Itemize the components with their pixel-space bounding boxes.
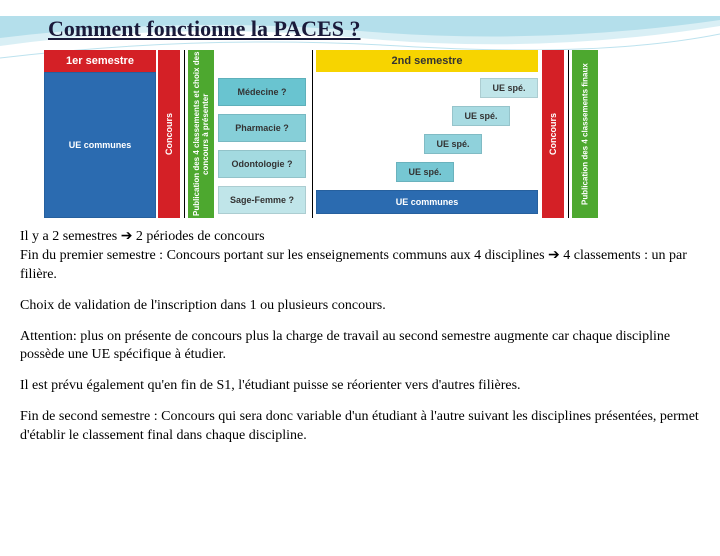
page-title: Comment fonctionne la PACES ? — [48, 16, 720, 42]
ue-spe-4: UE spé. — [480, 78, 538, 98]
filiere-pharmacie: Pharmacie ? — [218, 114, 306, 142]
divider-2 — [312, 50, 313, 218]
para-4: Il est prévu également qu'en fin de S1, … — [20, 377, 700, 396]
ue-spe-2: UE spé. — [424, 134, 482, 154]
ue-communes-sem2: UE communes — [316, 190, 538, 214]
publication-bar-2: Publication des 4 classements finaux — [572, 50, 598, 218]
publication-bar-1: Publication des 4 classements et choix d… — [188, 50, 214, 218]
filiere-odontologie: Odontologie ? — [218, 150, 306, 178]
body-text: Il y a 2 semestres ➔ 2 périodes de conco… — [20, 228, 700, 446]
ue-spe-3: UE spé. — [452, 106, 510, 126]
filiere-medecine: Médecine ? — [218, 78, 306, 106]
concours-bar-1: Concours — [158, 50, 180, 218]
ue-communes-sem1: UE communes — [44, 72, 156, 218]
sem2-header: 2nd semestre — [316, 50, 538, 72]
ue-spe-1: UE spé. — [396, 162, 454, 182]
para-2: Choix de validation de l'inscription dan… — [20, 297, 700, 316]
para-5: Fin de second semestre : Concours qui se… — [20, 408, 700, 446]
divider-3 — [568, 50, 569, 218]
sem1-header: 1er semestre — [44, 50, 156, 72]
paces-diagram: 1er semestre UE communes Concours Public… — [44, 50, 600, 218]
para-3: Attention: plus on présente de concours … — [20, 328, 700, 366]
concours-bar-2: Concours — [542, 50, 564, 218]
para-1-line2: Fin du premier semestre : Concours porta… — [20, 248, 687, 282]
para-1-line1: Il y a 2 semestres ➔ 2 périodes de conco… — [20, 229, 265, 244]
divider-1 — [184, 50, 185, 218]
filiere-sagefemme: Sage-Femme ? — [218, 186, 306, 214]
